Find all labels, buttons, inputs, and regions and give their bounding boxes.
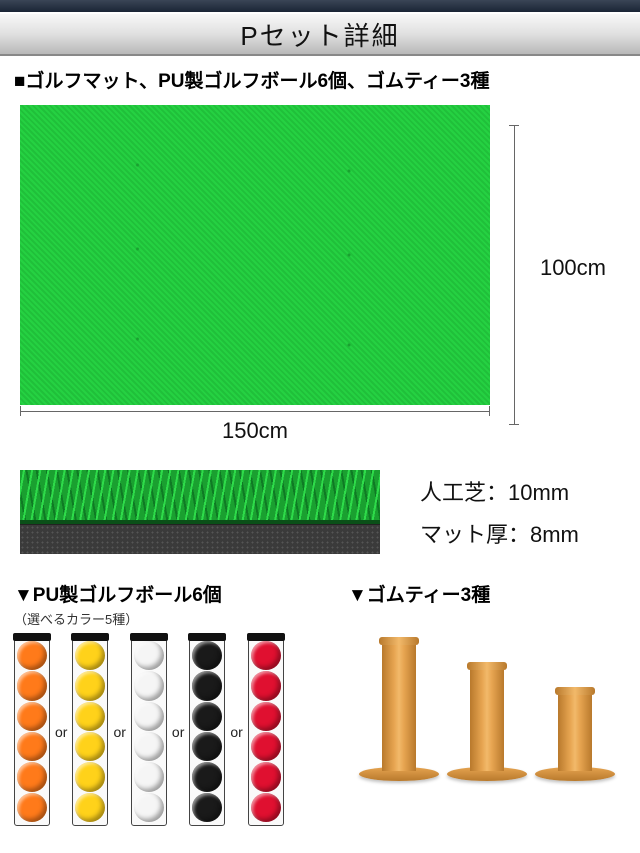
ball-tube <box>248 638 284 826</box>
golf-ball-icon <box>75 762 105 791</box>
tee-shaft <box>382 641 416 771</box>
golf-ball-icon <box>17 793 47 822</box>
golf-ball-icon <box>251 793 281 822</box>
ball-tube <box>72 638 108 826</box>
rubber-tee <box>447 666 527 781</box>
golf-ball-icon <box>134 671 164 700</box>
golf-ball-icon <box>251 732 281 761</box>
golf-ball-icon <box>75 641 105 670</box>
mat-width-label: 150cm <box>20 418 490 444</box>
tee-shaft <box>470 666 504 771</box>
golf-ball-icon <box>134 732 164 761</box>
golf-ball-icon <box>17 671 47 700</box>
golf-ball-icon <box>192 762 222 791</box>
golf-ball-icon <box>251 702 281 731</box>
ball-tube <box>131 638 167 826</box>
golf-balls-section: ▼PU製ゴルフボール6個 （選べるカラー5種） or or or or <box>14 580 334 826</box>
rubber-tees-section: ▼ゴムティー3種 <box>348 580 626 826</box>
golf-ball-icon <box>134 793 164 822</box>
golf-ball-icon <box>17 702 47 731</box>
header-band: Pセット詳細 <box>0 12 640 56</box>
golf-ball-icon <box>192 641 222 670</box>
golf-ball-icon <box>134 762 164 791</box>
mat-width-dimension: 150cm <box>20 411 490 444</box>
content-area: ■ゴルフマット、PU製ゴルフボール6個、ゴムティー3種 150cm 100cm … <box>0 56 640 853</box>
mat-thickness-label: マット厚：8mm <box>420 514 579 556</box>
golf-ball-icon <box>17 641 47 670</box>
rubber-tee <box>535 691 615 781</box>
ball-tube <box>14 638 50 826</box>
golf-ball-icon <box>17 732 47 761</box>
ball-tubes-row: or or or or <box>14 638 334 826</box>
golf-ball-icon <box>134 702 164 731</box>
grass-layer <box>20 470 380 524</box>
golf-ball-icon <box>192 732 222 761</box>
balls-subtitle: （選べるカラー5種） <box>14 609 334 628</box>
mat-height-label: 100cm <box>540 255 606 281</box>
balls-title: ▼PU製ゴルフボール6個 <box>14 580 334 607</box>
mat-height-dimension <box>514 105 515 444</box>
rubber-tee <box>359 641 439 781</box>
or-separator: or <box>55 724 67 740</box>
or-separator: or <box>172 724 184 740</box>
grass-thickness-label: 人工芝：10mm <box>420 472 579 514</box>
foam-layer <box>20 524 380 554</box>
bottom-row: ▼PU製ゴルフボール6個 （選べるカラー5種） or or or or ▼ゴムティー3… <box>14 580 626 826</box>
ball-tube <box>189 638 225 826</box>
cross-section-diagram: 人工芝：10mm マット厚：8mm <box>14 470 626 558</box>
golf-ball-icon <box>251 641 281 670</box>
mat-diagram: 150cm 100cm <box>14 105 626 444</box>
golf-ball-icon <box>192 702 222 731</box>
tees-row <box>348 641 626 781</box>
golf-ball-icon <box>17 762 47 791</box>
golf-ball-icon <box>251 762 281 791</box>
golf-ball-icon <box>75 702 105 731</box>
tee-shaft <box>558 691 592 771</box>
golf-ball-icon <box>251 671 281 700</box>
golf-ball-icon <box>75 793 105 822</box>
golf-ball-icon <box>192 671 222 700</box>
golf-ball-icon <box>192 793 222 822</box>
set-heading: ■ゴルフマット、PU製ゴルフボール6個、ゴムティー3種 <box>14 66 626 93</box>
golf-ball-icon <box>75 671 105 700</box>
golf-mat-image <box>20 105 490 405</box>
top-accent-bar <box>0 0 640 12</box>
tees-title: ▼ゴムティー3種 <box>348 580 626 607</box>
golf-ball-icon <box>134 641 164 670</box>
golf-ball-icon <box>75 732 105 761</box>
header-title: Pセット詳細 <box>240 16 399 53</box>
or-separator: or <box>113 724 125 740</box>
or-separator: or <box>230 724 242 740</box>
